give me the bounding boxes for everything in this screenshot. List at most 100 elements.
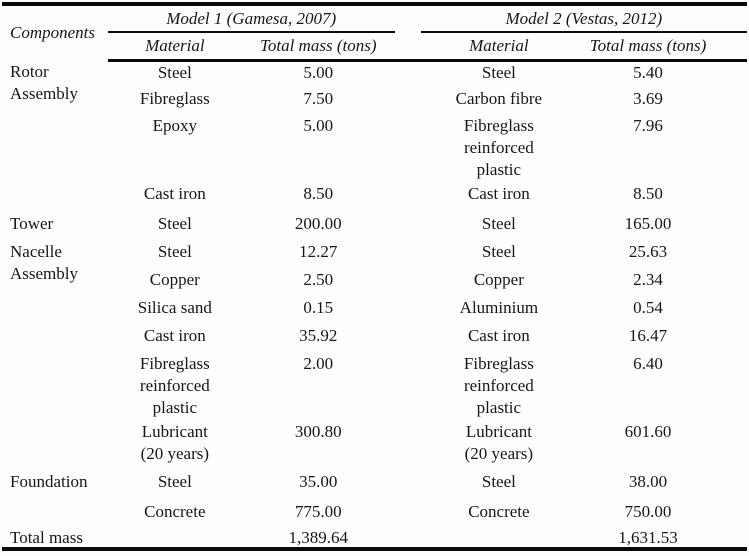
material-cell: Lubricant (20 years) xyxy=(464,421,534,463)
material-cell: Concrete xyxy=(468,501,530,521)
row-gap-cell xyxy=(395,241,421,269)
component-cell: Tower xyxy=(10,213,54,233)
total-mass-model1: 1,389.64 xyxy=(288,528,348,547)
mass-cell: 38.00 xyxy=(628,471,668,491)
table-row: Silica sand 0.15 Aluminium 0.54 xyxy=(2,297,747,325)
material-cell: Fibreglass reinforced plastic xyxy=(463,115,534,179)
material-cell: Cast iron xyxy=(143,325,206,345)
mass-cell: 35.92 xyxy=(299,325,338,345)
mass-cell: 8.50 xyxy=(303,183,334,203)
material-cell: Cast iron xyxy=(143,183,206,203)
material-cell: Steel xyxy=(481,213,516,233)
row-gap-cell xyxy=(395,61,421,88)
material-cell: Steel xyxy=(481,241,516,261)
mass-cell: 8.50 xyxy=(633,183,663,203)
component-cell: Rotor Assembly xyxy=(10,61,78,103)
mass-cell: 5.00 xyxy=(303,115,334,135)
mass-cell: 300.80 xyxy=(294,421,342,441)
material-cell: Fibreglass reinforced plastic xyxy=(139,353,210,417)
material-cell: Steel xyxy=(157,63,192,82)
model1-group-header: Model 1 (Gamesa, 2007) xyxy=(107,4,395,33)
row-gap-cell xyxy=(395,471,421,501)
header-sub-row: Material Total mass (tons) Material Tota… xyxy=(2,32,747,62)
empty-cell xyxy=(108,529,242,549)
row-gap-cell xyxy=(395,529,421,549)
total-label: Total mass xyxy=(10,528,83,547)
mass-cell: 601.60 xyxy=(624,421,672,441)
header-group-row: Components Model 1 (Gamesa, 2007) Model … xyxy=(2,4,747,62)
mass-cell: 750.00 xyxy=(624,501,672,521)
material-cell: Carbon fibre xyxy=(455,88,543,108)
material-cell: Steel xyxy=(481,471,516,491)
table-row: Fibreglass reinforced plastic 2.00 Fibre… xyxy=(2,353,747,421)
mass-cell: 16.47 xyxy=(628,325,668,345)
component-cell: Foundation xyxy=(10,471,88,491)
mass-cell: 2.00 xyxy=(303,353,334,373)
model2-group-header: Model 2 (Vestas, 2012) xyxy=(420,4,747,33)
mass-cell: 7.96 xyxy=(633,115,663,135)
material-cell: Silica sand xyxy=(137,297,212,317)
material-cell: Steel xyxy=(157,213,192,233)
material-cell: Epoxy xyxy=(152,115,198,135)
row-gap-cell xyxy=(395,213,421,241)
material-cell: Steel xyxy=(157,471,192,491)
total-row: Total mass 1,389.64 1,631.53 xyxy=(2,529,747,549)
material-cell: Fibreglass xyxy=(139,88,210,108)
row-gap-cell xyxy=(395,183,421,213)
component-cell: Nacelle Assembly xyxy=(10,241,78,283)
row-gap-cell xyxy=(395,269,421,297)
table-row: Rotor Assembly Steel 5.00 Steel 5.40 xyxy=(2,61,747,103)
mass-cell: 3.69 xyxy=(633,88,663,108)
model2-material-header: Material xyxy=(420,32,578,62)
row-gap-cell xyxy=(395,501,421,529)
mass-cell: 775.00 xyxy=(294,501,342,521)
table-row: Concrete 775.00 Concrete 750.00 xyxy=(2,501,747,529)
mass-cell: 12.27 xyxy=(299,241,338,261)
mass-cell: 0.54 xyxy=(633,297,663,317)
material-cell: Copper xyxy=(473,269,524,289)
row-gap-cell xyxy=(395,325,421,353)
total-mass-model2: 1,631.53 xyxy=(618,528,678,547)
mass-cell: 5.00 xyxy=(303,63,334,82)
material-cell: Steel xyxy=(157,241,192,261)
model2-mass-header: Total mass (tons) xyxy=(577,32,747,62)
table-row: Tower Steel 200.00 Steel 165.00 xyxy=(2,213,747,241)
row-gap-cell xyxy=(395,115,421,183)
components-column-header: Components xyxy=(10,23,95,43)
table-row: Nacelle Assembly Steel 12.27 Steel 25.63 xyxy=(2,241,747,283)
row-gap-cell xyxy=(395,297,421,325)
mass-cell: 5.40 xyxy=(633,63,663,82)
table-row: Lubricant (20 years) 300.80 Lubricant (2… xyxy=(2,421,747,471)
mass-cell: 165.00 xyxy=(624,213,672,233)
row-gap-cell xyxy=(395,353,421,421)
material-cell: Aluminium xyxy=(459,297,539,317)
model1-material-header: Material xyxy=(107,32,242,62)
table-row: Fibreglass 7.50 Carbon fibre 3.69 xyxy=(2,88,747,115)
material-cell: Steel xyxy=(481,63,516,82)
mass-cell: 7.50 xyxy=(303,88,334,108)
empty-cell xyxy=(421,529,577,549)
model1-mass-header: Total mass (tons) xyxy=(241,32,395,62)
table-row: Foundation Steel 35.00 Steel 38.00 xyxy=(2,471,747,501)
row-gap-cell xyxy=(395,88,421,115)
material-cell: Concrete xyxy=(144,501,206,521)
mass-cell: 35.00 xyxy=(299,471,338,491)
mass-cell: 200.00 xyxy=(294,213,342,233)
material-cell: Cast iron xyxy=(467,325,530,345)
material-cell: Cast iron xyxy=(467,183,530,203)
mass-cell: 2.50 xyxy=(303,269,334,289)
mass-cell: 2.34 xyxy=(633,269,663,289)
table-row: Cast iron 35.92 Cast iron 16.47 xyxy=(2,325,747,353)
table-row: Copper 2.50 Copper 2.34 xyxy=(2,269,747,297)
material-cell: Copper xyxy=(149,269,200,289)
mass-cell: 0.15 xyxy=(303,297,334,317)
table-row: Cast iron 8.50 Cast iron 8.50 xyxy=(2,183,747,213)
material-cell: Lubricant (20 years) xyxy=(140,421,210,463)
mass-cell: 6.40 xyxy=(633,353,663,373)
material-cell: Fibreglass reinforced plastic xyxy=(463,353,534,417)
column-group-gap xyxy=(394,4,421,62)
table-row: Epoxy 5.00 Fibreglass reinforced plastic… xyxy=(2,115,747,183)
mass-cell: 25.63 xyxy=(628,241,668,261)
